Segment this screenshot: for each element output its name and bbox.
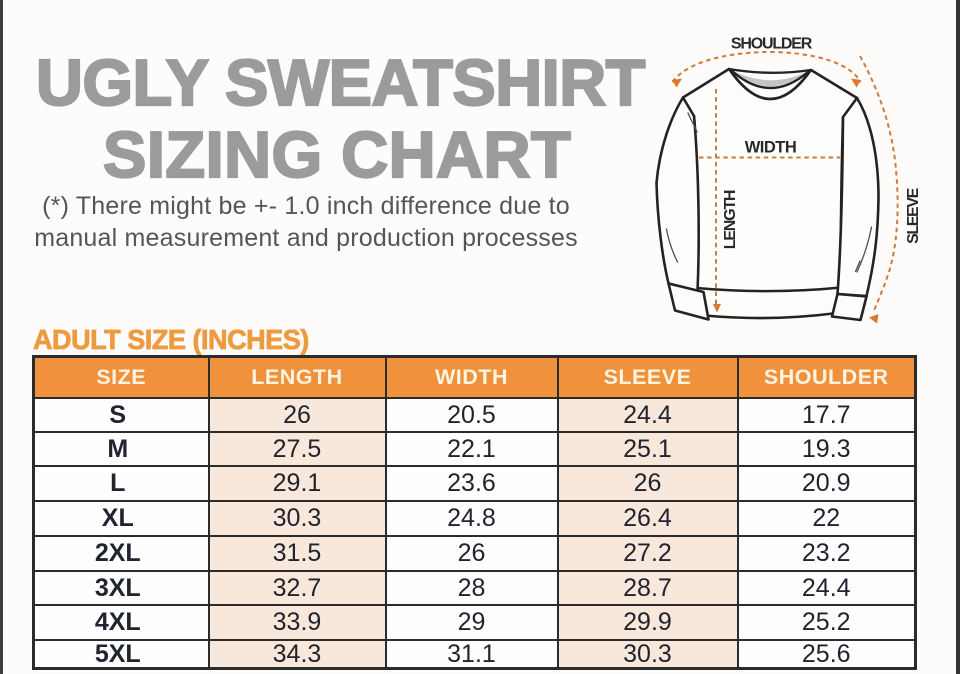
svg-text:SHOULDER: SHOULDER <box>731 36 813 53</box>
svg-text:WIDTH: WIDTH <box>745 139 797 157</box>
svg-text:SLEEVE: SLEEVE <box>905 187 922 243</box>
svg-text:LENGTH: LENGTH <box>722 190 739 249</box>
